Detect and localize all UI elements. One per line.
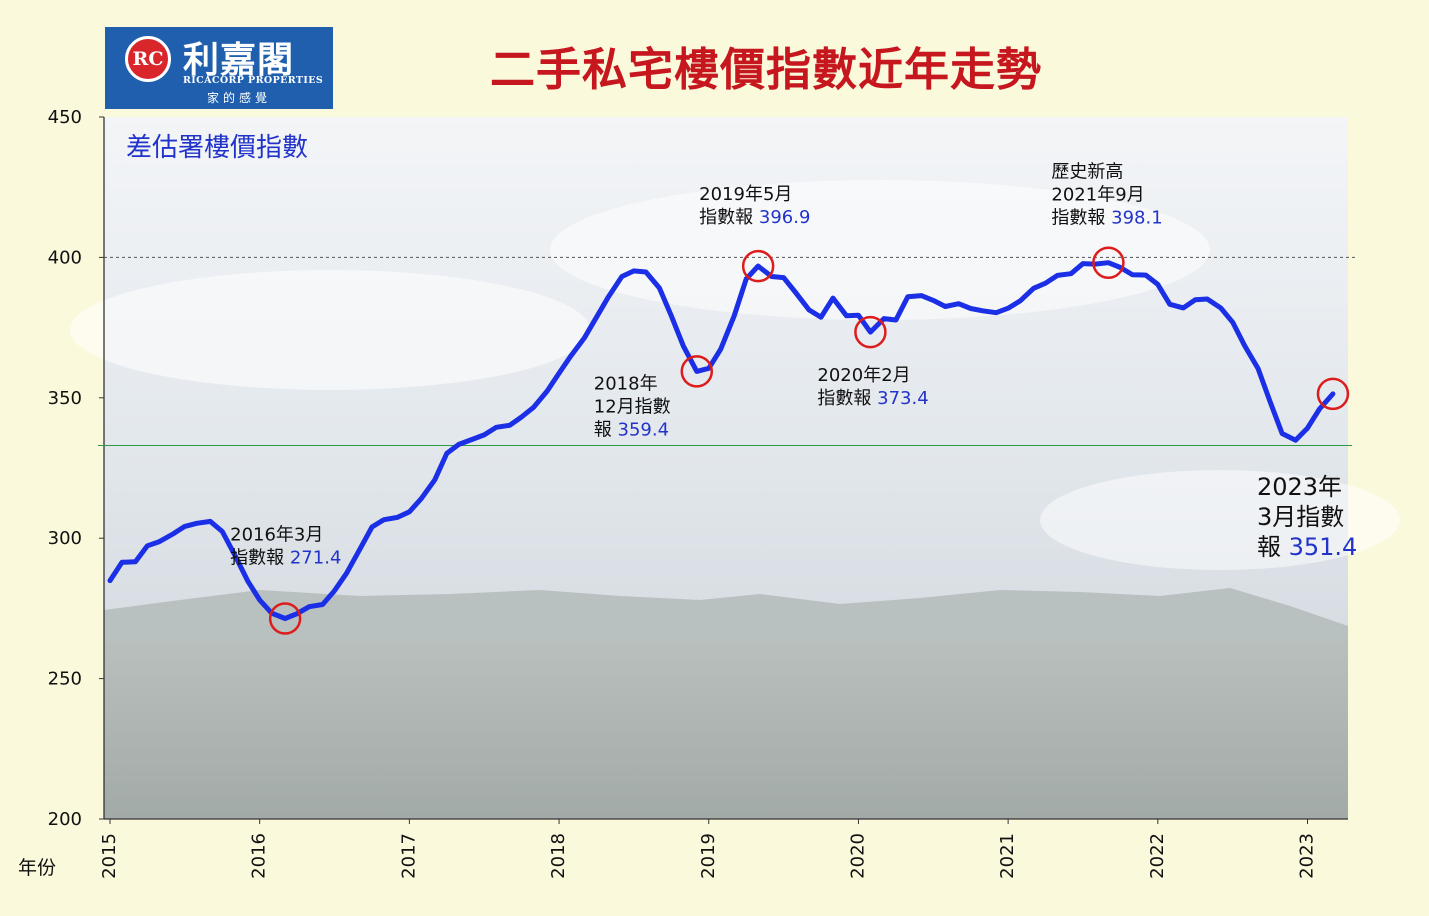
- annotation-value: 398.1: [1111, 208, 1163, 229]
- reference-lines: [98, 256, 1356, 447]
- x-tick-label: 2019: [698, 833, 719, 879]
- x-tick-label: 2021: [997, 833, 1018, 879]
- x-tick-label: 2020: [847, 833, 868, 879]
- annotation-text: 指數報 398.1: [1051, 208, 1162, 229]
- x-axis-label: 年份: [18, 857, 56, 879]
- annotation-line: 3月指數: [1257, 503, 1344, 531]
- highlight-markers: [268, 246, 1350, 635]
- annotation-value: 351.4: [1289, 533, 1358, 561]
- annotation-line: 指數報: [230, 548, 290, 569]
- annotation-text: 2016年3月: [230, 525, 323, 546]
- annotation-line: 報: [1257, 533, 1289, 561]
- annotation-text: 2020年2月: [817, 365, 910, 386]
- y-tick-label: 200: [48, 809, 82, 830]
- highlight-circle: [1092, 246, 1125, 279]
- annotation-line: 12月指數: [594, 396, 671, 417]
- annotation-line: 2016年3月: [230, 525, 323, 546]
- annotation-text: 報 359.4: [594, 419, 669, 440]
- annotation-text: 2023年: [1257, 473, 1342, 501]
- logo-slogan: 家的感覺: [207, 91, 272, 105]
- x-tick-label: 2018: [548, 833, 569, 879]
- annotation-value: 396.9: [759, 207, 811, 228]
- annotation-line: 歷史新高: [1051, 162, 1123, 183]
- chart-title: 二手私宅樓價指數近年走勢: [490, 43, 1043, 96]
- annotation-value: 359.4: [618, 419, 670, 440]
- x-tick-label: 2017: [398, 833, 419, 879]
- highlight-circle: [854, 315, 887, 349]
- x-tick-label: 2022: [1147, 833, 1168, 879]
- y-tick-label: 250: [48, 669, 82, 690]
- annotation-line: 指數報: [817, 388, 877, 409]
- series-line-price-index: [107, 260, 1336, 621]
- annotation-text: 指數報 396.9: [699, 207, 810, 228]
- annotation-text: 2018年: [594, 373, 658, 394]
- x-tick-label: 2023: [1297, 833, 1318, 879]
- annotation-value: 373.4: [877, 388, 929, 409]
- ricacorp-logo: RC 利嘉閣 RICACORP PROPERTIES 家的感覺: [105, 27, 333, 109]
- annotation-line: 2018年: [594, 373, 658, 394]
- highlight-circle: [268, 602, 302, 635]
- chart-axes: 200 250 300 350 400 450 2015 2016 2017 2018 2019 20…: [48, 107, 1348, 879]
- annotation-line: 報: [594, 419, 618, 440]
- city-skyline-background: [70, 117, 1400, 819]
- y-tick-label: 350: [48, 388, 82, 409]
- highlight-circle: [741, 249, 775, 283]
- series-layer: [107, 260, 1336, 621]
- logo-chinese-name: 利嘉閣: [183, 39, 295, 81]
- annotation-line: 指數報: [1051, 208, 1111, 229]
- annotation-text: 2019年5月: [699, 184, 792, 205]
- y-tick-label: 300: [48, 528, 82, 549]
- x-tick-label: 2016: [249, 833, 270, 879]
- annotation-text: 3月指數: [1257, 503, 1344, 531]
- annotation-text: 指數報 271.4: [230, 548, 341, 569]
- annotation-value: 271.4: [290, 548, 342, 569]
- y-tick-label: 400: [48, 247, 82, 268]
- annotation-text: 歷史新高: [1051, 162, 1123, 183]
- annotation-line: 指數報: [699, 207, 759, 228]
- y-tick-label: 450: [48, 107, 82, 128]
- annotation-line: 2023年: [1257, 473, 1342, 501]
- x-tick-label: 2015: [99, 833, 120, 879]
- annotation-line: 2019年5月: [699, 184, 792, 205]
- logo-english-name: RICACORP PROPERTIES: [183, 75, 324, 86]
- highlight-circle: [1316, 377, 1350, 411]
- annotation-text: 12月指數: [594, 396, 671, 417]
- annotation-line: 2020年2月: [817, 365, 910, 386]
- annotation-text: 報 351.4: [1257, 533, 1357, 561]
- series-legend-label: 差估署樓價指數: [126, 133, 308, 163]
- ricacorp-rc-badge-icon: RC: [125, 36, 171, 82]
- annotation-text: 指數報 373.4: [817, 388, 928, 409]
- annotation-line: 2021年9月: [1051, 185, 1144, 206]
- annotation-text: 2021年9月: [1051, 185, 1144, 206]
- highlight-circle: [680, 355, 714, 388]
